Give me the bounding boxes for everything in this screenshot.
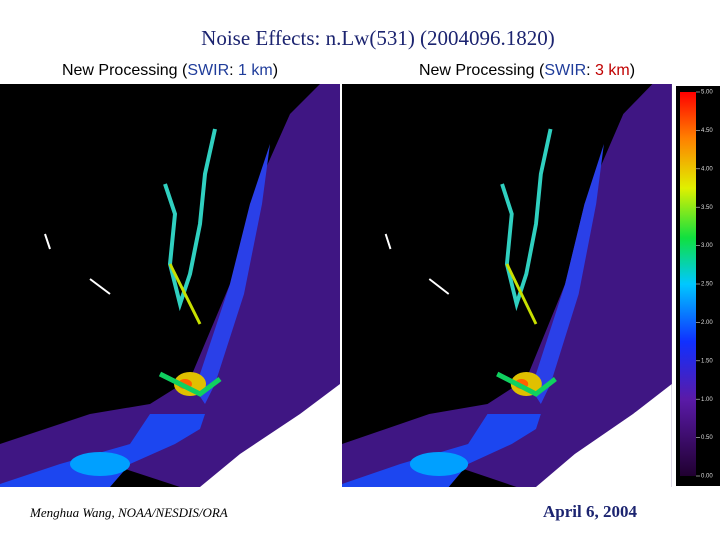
author: Menghua Wang, NOAA/NESDIS/ORA [29,505,228,520]
panel-title: New Processing (SWIR: 1 km) [62,62,278,79]
title-part: 1 km [238,62,273,79]
colorbar [680,92,696,476]
colorbar-tick-label: 0.50 [701,435,713,441]
colorbar-tick-label: 3.00 [701,243,713,249]
colorbar-tick-label: 4.50 [701,128,713,134]
title-part: SWIR [187,62,229,79]
slide-title: Noise Effects: n.Lw(531) (2004096.1820) [201,26,555,50]
title-part: New Processing ( [419,62,545,79]
colorbar-tick-label: 4.00 [701,166,713,172]
title-part: ) [273,62,278,79]
panel-title: New Processing (SWIR: 3 km) [419,62,635,79]
satellite-image [0,84,340,487]
title-part: New Processing ( [62,62,188,79]
title-part: 3 km [595,62,630,79]
colorbar-tick-label: 2.00 [701,320,713,326]
colorbar-tick-label: 1.50 [701,358,713,364]
colorbar-tick-label: 2.50 [701,282,713,288]
colorbar-tick-label: 5.00 [701,90,713,96]
colorbar-tick-label: 1.00 [701,397,713,403]
colorbar-tick-label: 3.50 [701,205,713,211]
satellite-image [342,84,672,487]
date: April 6, 2004 [543,502,637,521]
title-part: ) [630,62,635,79]
title-part: SWIR [544,62,586,79]
colorbar-tick-label: 0.00 [701,474,713,480]
title-part: : [229,62,238,79]
title-part: : [586,62,595,79]
